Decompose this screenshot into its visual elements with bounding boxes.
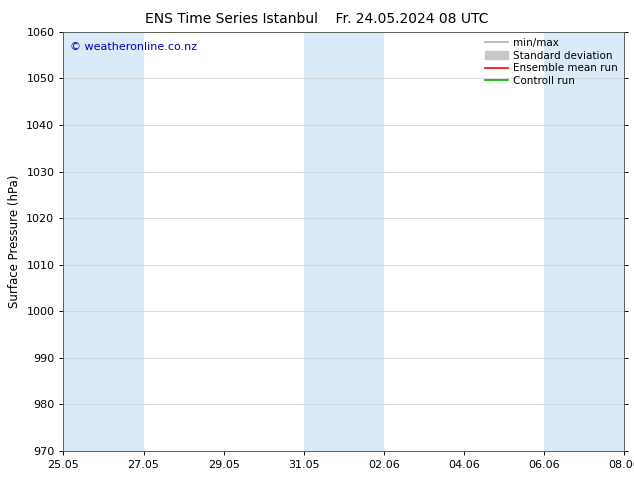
Bar <box>63 32 143 451</box>
Legend: min/max, Standard deviation, Ensemble mean run, Controll run: min/max, Standard deviation, Ensemble me… <box>482 35 621 89</box>
Y-axis label: Surface Pressure (hPa): Surface Pressure (hPa) <box>8 174 21 308</box>
Bar <box>545 32 624 451</box>
Text: ENS Time Series Istanbul    Fr. 24.05.2024 08 UTC: ENS Time Series Istanbul Fr. 24.05.2024 … <box>145 12 489 26</box>
Bar <box>304 32 384 451</box>
Text: © weatheronline.co.nz: © weatheronline.co.nz <box>70 42 197 52</box>
